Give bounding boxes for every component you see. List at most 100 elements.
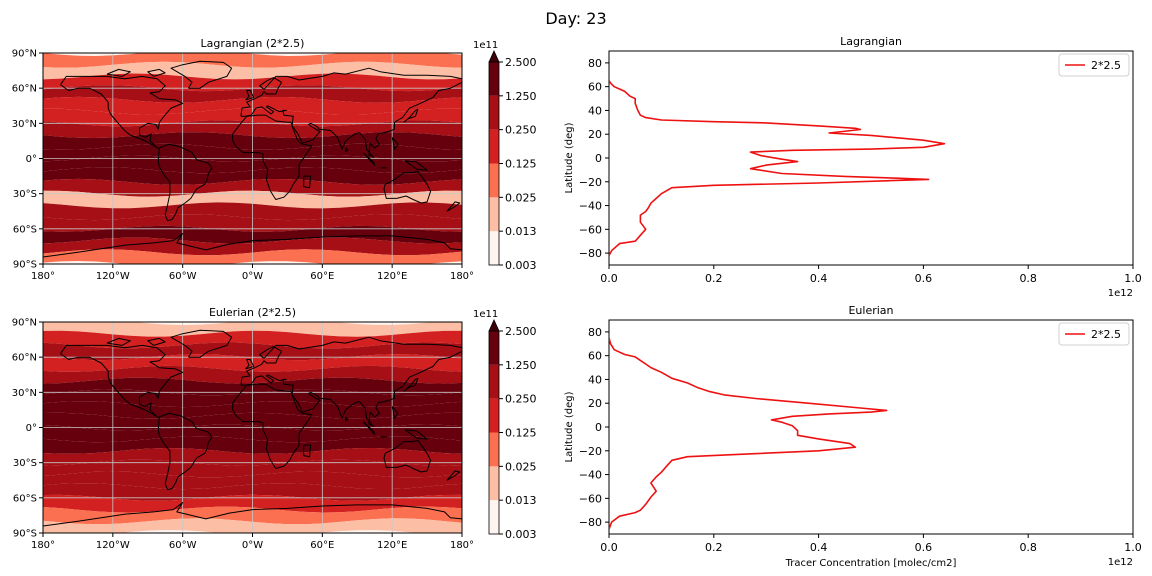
colorbar-exponent: 1e11 (473, 40, 498, 51)
plot-frame (608, 50, 1134, 266)
legend-box (1058, 322, 1130, 346)
colorbar-tick-label: 0.003 (505, 528, 537, 541)
plot-title: Lagrangian (840, 35, 902, 48)
x-tick-label: 0°W (242, 271, 263, 282)
y-tick-label: 60°S (13, 493, 37, 504)
y-tick-label: 60 (588, 81, 602, 94)
x-tick-label: 60°E (310, 271, 334, 282)
series-line (609, 80, 946, 256)
coastlines (43, 60, 462, 258)
coastline (345, 147, 349, 152)
y-tick-label: −60 (579, 492, 602, 505)
profile-panel-3 (605, 319, 1134, 538)
coastline (404, 160, 428, 171)
figure-title: Day: 23 (545, 9, 606, 28)
x-exponent: 1e12 (1108, 557, 1133, 568)
colorbar-segment (489, 129, 499, 164)
x-tick-label: 60°W (169, 540, 197, 551)
coastline (345, 416, 349, 421)
coastline (446, 201, 461, 212)
x-tick-label: 180° (31, 271, 55, 282)
y-tick-label: 20 (588, 397, 602, 410)
coastline (43, 502, 462, 527)
coastline (106, 337, 131, 346)
x-tick-label: 60°W (169, 271, 197, 282)
colorbar-tick-label: 0.250 (505, 393, 537, 406)
colorbar-tick-label: 2.500 (505, 56, 537, 69)
y-tick-label: 0° (26, 154, 37, 165)
coastline (391, 406, 399, 419)
coastline (303, 444, 312, 458)
y-tick-label: 20 (588, 128, 602, 141)
x-tick-label: 0.0 (600, 541, 618, 554)
y-tick-label: 30°N (12, 388, 37, 399)
coastline (240, 336, 462, 427)
legend-label: 2*2.5 (1091, 59, 1121, 72)
coastline (43, 233, 462, 258)
coastline (362, 421, 376, 435)
colorbar-tick-label: 0.025 (505, 191, 537, 204)
x-tick-label: 0.2 (705, 272, 723, 285)
colorbar-extend-arrow (488, 50, 500, 63)
coastline (383, 170, 432, 204)
map-title: Lagrangian (2*2.5) (201, 37, 305, 50)
map-panel-0 (39, 52, 463, 268)
x-tick-label: 180° (31, 540, 55, 551)
plot-title: Eulerian (848, 304, 893, 317)
legend-label: 2*2.5 (1091, 328, 1121, 341)
x-tick-label: 0.8 (1019, 272, 1037, 285)
x-tick-label: 120°W (96, 540, 130, 551)
x-tick-label: 0.4 (810, 272, 828, 285)
colorbar-segment (489, 466, 499, 501)
colorbar-tick-label: 1.250 (505, 359, 537, 372)
y-tick-label: 0 (595, 152, 602, 165)
legend-box (1058, 53, 1130, 77)
y-tick-label: 90°N (12, 318, 37, 329)
colorbar-exponent: 1e11 (473, 309, 498, 320)
coastline (240, 67, 462, 158)
y-tick-label: 90°S (13, 529, 37, 540)
x-tick-label: 120°W (96, 271, 130, 282)
y-tick-label: 0° (26, 423, 37, 434)
colorbar-tick-label: 2.500 (505, 325, 537, 338)
y-tick-label: −20 (579, 445, 602, 458)
colorbar-segment (489, 398, 499, 433)
colorbar-segment (489, 432, 499, 467)
colorbar-segment (489, 331, 499, 365)
plot-frame (608, 319, 1134, 535)
coastline (403, 377, 419, 392)
x-tick-label: 0.8 (1019, 541, 1037, 554)
colorbar-tick-label: 0.025 (505, 460, 537, 473)
map-title: Eulerian (2*2.5) (209, 306, 296, 319)
x-tick-label: 120°E (377, 271, 407, 282)
y-tick-label: 40 (588, 104, 602, 117)
coastline (147, 68, 166, 77)
colorbar-segment (489, 364, 499, 399)
colorbar-tick-label: 0.013 (505, 225, 537, 238)
y-axis-label: Latitude (deg) (564, 122, 575, 193)
coastline (245, 90, 255, 101)
y-tick-label: 30°N (12, 119, 37, 130)
coastline (60, 75, 184, 150)
coastline (245, 359, 255, 370)
map-panel-2 (39, 321, 463, 537)
coastline (147, 337, 166, 346)
y-tick-label: 90°S (13, 260, 37, 271)
colorbar-tick-label: 0.125 (505, 427, 537, 440)
coastline (446, 470, 461, 481)
y-tick-label: −80 (579, 516, 602, 529)
x-tick-label: 0.0 (600, 272, 618, 285)
colorbar-segment (489, 95, 499, 130)
colorbar-segment (489, 500, 499, 534)
coastline (383, 439, 432, 473)
map-gridlines (43, 53, 462, 264)
colorbar-segment (489, 231, 499, 265)
x-tick-label: 1.0 (1124, 272, 1142, 285)
coastline (170, 60, 233, 89)
coastline (403, 108, 419, 123)
y-tick-label: 60°N (12, 353, 37, 364)
coastline (106, 68, 131, 77)
colorbar-extend-arrow (488, 319, 500, 332)
y-tick-label: 30°S (13, 189, 37, 200)
